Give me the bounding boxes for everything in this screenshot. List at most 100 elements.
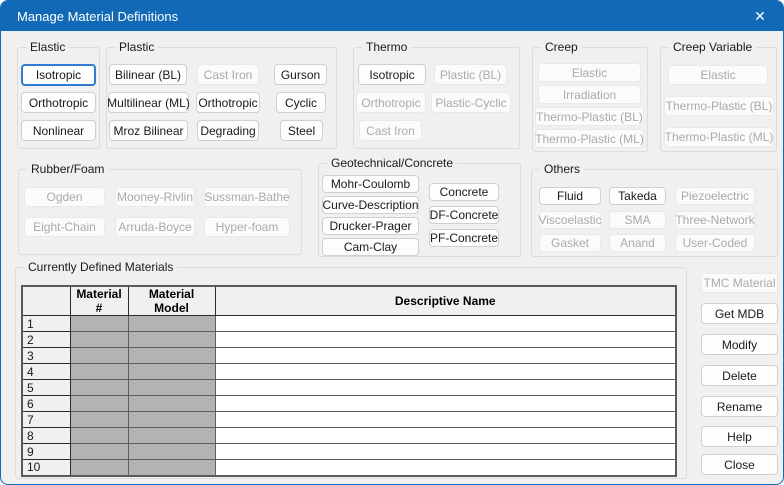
group-thermo-label: Thermo bbox=[362, 40, 412, 54]
descriptive-name-cell[interactable] bbox=[214, 459, 677, 476]
descriptive-name-cell[interactable] bbox=[214, 443, 677, 460]
row-number-cell[interactable]: 2 bbox=[21, 331, 71, 348]
descriptive-name-cell[interactable] bbox=[214, 427, 677, 444]
group-plastic-label: Plastic bbox=[115, 40, 159, 54]
material-number-cell[interactable] bbox=[69, 363, 129, 380]
material-number-cell[interactable] bbox=[69, 427, 129, 444]
elastic-nonlinear-button[interactable]: Nonlinear bbox=[21, 120, 96, 141]
thermo-cast-iron-button: Cast Iron bbox=[359, 120, 422, 141]
rubber-ogden-button: Ogden bbox=[24, 187, 105, 207]
group-thermo: Thermo bbox=[353, 40, 520, 149]
material-number-cell[interactable] bbox=[69, 347, 129, 364]
plastic-orthotropic-button[interactable]: Orthotropic bbox=[196, 92, 260, 113]
window-title: Manage Material Definitions bbox=[17, 8, 179, 24]
others-gasket-button: Gasket bbox=[539, 234, 601, 252]
close-window-button[interactable]: ✕ bbox=[737, 1, 783, 31]
material-number-cell[interactable] bbox=[69, 395, 129, 412]
plastic-steel-button[interactable]: Steel bbox=[280, 120, 323, 141]
rename-button[interactable]: Rename bbox=[701, 396, 778, 417]
elastic-isotropic-button[interactable]: Isotropic bbox=[21, 64, 96, 86]
geotech-cam-clay-button[interactable]: Cam-Clay bbox=[322, 238, 419, 256]
row-number-cell[interactable]: 6 bbox=[21, 395, 71, 412]
material-number-cell[interactable] bbox=[69, 443, 129, 460]
geotech-curve-description-button[interactable]: Curve-Description bbox=[322, 196, 419, 214]
row-number-header bbox=[21, 285, 71, 316]
material-model-cell[interactable] bbox=[127, 379, 216, 396]
others-anand-button: Anand bbox=[609, 234, 666, 252]
others-fluid-button[interactable]: Fluid bbox=[539, 187, 601, 205]
plastic-bilinear-button[interactable]: Bilinear (BL) bbox=[109, 64, 187, 85]
others-viscoelastic-button: Viscoelastic bbox=[538, 211, 602, 229]
material-number-cell[interactable] bbox=[69, 315, 129, 332]
group-others: Others bbox=[531, 162, 778, 257]
title-bar: Manage Material Definitions bbox=[1, 1, 783, 31]
material-model-cell[interactable] bbox=[127, 459, 216, 476]
row-number-cell[interactable]: 10 bbox=[21, 459, 71, 476]
material-model-cell[interactable] bbox=[127, 363, 216, 380]
material-model-cell[interactable] bbox=[127, 411, 216, 428]
others-takeda-button[interactable]: Takeda bbox=[609, 187, 666, 205]
descriptive-name-cell[interactable] bbox=[214, 363, 677, 380]
row-number-cell[interactable]: 3 bbox=[21, 347, 71, 364]
descriptive-name-cell[interactable] bbox=[214, 411, 677, 428]
material-model-cell[interactable] bbox=[127, 443, 216, 460]
material-model-cell[interactable] bbox=[127, 315, 216, 332]
plastic-multilinear-button[interactable]: Multilinear (ML) bbox=[107, 92, 190, 113]
geotech-concrete-button[interactable]: Concrete bbox=[429, 183, 499, 201]
descriptive-name-cell[interactable] bbox=[214, 379, 677, 396]
table-row: 4 bbox=[21, 363, 677, 380]
group-others-label: Others bbox=[540, 162, 585, 176]
elastic-orthotropic-button[interactable]: Orthotropic bbox=[21, 92, 96, 113]
modify-button[interactable]: Modify bbox=[701, 334, 778, 355]
group-plastic: Plastic bbox=[106, 40, 337, 149]
descriptive-name-cell[interactable] bbox=[214, 347, 677, 364]
plastic-mroz-bilinear-button[interactable]: Mroz Bilinear bbox=[109, 120, 188, 141]
close-icon: ✕ bbox=[754, 7, 766, 24]
geotech-drucker-prager-button[interactable]: Drucker-Prager bbox=[322, 217, 419, 235]
group-creep-variable: Creep Variable bbox=[660, 40, 777, 152]
row-number-cell[interactable]: 4 bbox=[21, 363, 71, 380]
others-piezoelectric-button: Piezoelectric bbox=[675, 187, 755, 205]
help-button[interactable]: Help bbox=[701, 426, 778, 447]
thermo-plastic-cyclic-button: Plastic-Cyclic bbox=[431, 92, 511, 113]
plastic-cyclic-button[interactable]: Cyclic bbox=[276, 92, 326, 113]
descriptive-name-cell[interactable] bbox=[214, 395, 677, 412]
material-number-cell[interactable] bbox=[69, 459, 129, 476]
table-row: 1 bbox=[21, 315, 677, 332]
group-rubber-foam: Rubber/Foam bbox=[18, 162, 302, 255]
tmc-material-button: TMC Material bbox=[701, 273, 778, 293]
thermo-plastic-bl-button: Plastic (BL) bbox=[434, 64, 507, 85]
delete-button[interactable]: Delete bbox=[701, 365, 778, 386]
get-mdb-button[interactable]: Get MDB bbox=[701, 303, 778, 324]
material-number-cell[interactable] bbox=[69, 331, 129, 348]
material-model-cell[interactable] bbox=[127, 427, 216, 444]
descriptive-name-cell[interactable] bbox=[214, 331, 677, 348]
group-creep-variable-label: Creep Variable bbox=[669, 40, 757, 54]
creep-elastic-button: Elastic bbox=[538, 63, 641, 82]
material-number-cell[interactable] bbox=[69, 411, 129, 428]
plastic-gurson-button[interactable]: Gurson bbox=[274, 64, 327, 85]
close-button[interactable]: Close bbox=[701, 454, 778, 475]
row-number-cell[interactable]: 7 bbox=[21, 411, 71, 428]
plastic-degrading-button[interactable]: Degrading bbox=[197, 120, 259, 141]
group-geotechnical-concrete-label: Geotechnical/Concrete bbox=[327, 156, 458, 170]
geotech-mohr-coulomb-button[interactable]: Mohr-Coulomb bbox=[322, 175, 419, 193]
row-number-cell[interactable]: 8 bbox=[21, 427, 71, 444]
material-number-cell[interactable] bbox=[69, 379, 129, 396]
row-number-cell[interactable]: 5 bbox=[21, 379, 71, 396]
rubber-eight-chain-button: Eight-Chain bbox=[24, 217, 105, 237]
material-model-cell[interactable] bbox=[127, 347, 216, 364]
thermo-isotropic-button[interactable]: Isotropic bbox=[358, 64, 426, 85]
row-number-cell[interactable]: 1 bbox=[21, 315, 71, 332]
rubber-mooney-rivlin-button: Mooney-Rivlin bbox=[115, 187, 195, 207]
material-model-cell[interactable] bbox=[127, 395, 216, 412]
descriptive-name-cell[interactable] bbox=[214, 315, 677, 332]
thermo-orthotropic-button: Orthotropic bbox=[356, 92, 426, 113]
group-elastic-label: Elastic bbox=[26, 40, 70, 54]
group-geotechnical-concrete: Geotechnical/Concrete bbox=[318, 156, 521, 257]
geotech-pf-concrete-button[interactable]: PF-Concrete bbox=[429, 229, 499, 247]
geotech-df-concrete-button[interactable]: DF-Concrete bbox=[429, 206, 499, 224]
row-number-cell[interactable]: 9 bbox=[21, 443, 71, 460]
material-model-cell[interactable] bbox=[127, 331, 216, 348]
